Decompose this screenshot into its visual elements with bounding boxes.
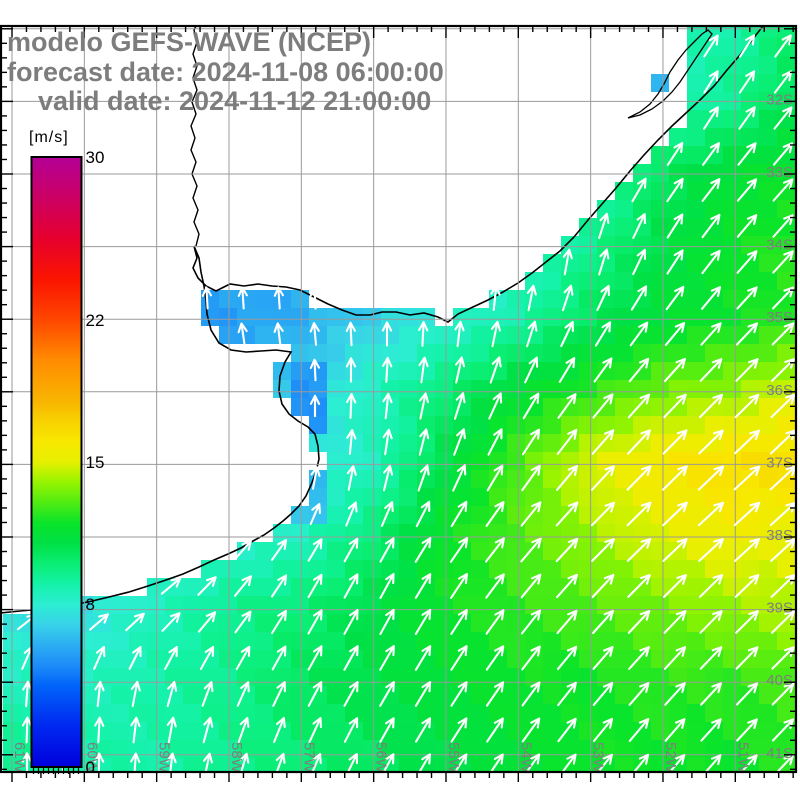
lat-label: 32S: [766, 91, 793, 108]
lon-label: 58W: [228, 742, 245, 774]
sea-cells: [3, 26, 795, 772]
colorbar-tick-label: 8: [85, 595, 95, 615]
colorbar-gradient: [30, 156, 83, 768]
colorbar-tick-label: 0: [85, 758, 95, 777]
lon-label: 53W: [590, 742, 607, 774]
lat-label: 36S: [766, 382, 793, 399]
lon-label: 55W: [445, 742, 462, 774]
lagoon-outline: [627, 29, 713, 119]
lat-label: 41S: [766, 745, 793, 762]
lat-label: 33S: [766, 164, 793, 181]
lat-label: 40S: [766, 672, 793, 689]
colorbar: [30, 156, 83, 774]
colorbar-tick-label: 30: [85, 148, 105, 167]
grid-lines: [1, 26, 796, 772]
coastline: [1, 26, 765, 614]
lon-label: 60W: [83, 742, 100, 774]
axis-ticks: [1, 26, 796, 782]
lon-label: 56W: [373, 742, 390, 774]
lat-label: 38S: [766, 527, 793, 544]
lon-label: 57W: [300, 742, 317, 774]
colorbar-unit-label: [m/s]: [29, 129, 69, 146]
lon-label: 59W: [156, 742, 173, 774]
plot-frame: [0, 24, 798, 774]
lon-label: 54W: [517, 742, 534, 774]
colorbar-tick-label: 15: [85, 453, 105, 472]
lon-label: 51W: [734, 742, 751, 774]
lat-label: 34S: [766, 237, 793, 254]
lon-label: 52W: [662, 742, 679, 774]
lat-label: 35S: [766, 309, 793, 326]
axis-labels: 32S 33S 34S 35S 36S 37S 38S 39S 40S 41S 61W 60W 59W 5…: [11, 91, 793, 773]
lon-label: 61W: [11, 742, 28, 774]
lat-label: 37S: [766, 454, 793, 471]
colorbar-ticks: [32, 768, 80, 774]
lat-label: 39S: [766, 600, 793, 617]
river: [190, 26, 200, 247]
colorbar-tick-label: 22: [85, 310, 105, 330]
